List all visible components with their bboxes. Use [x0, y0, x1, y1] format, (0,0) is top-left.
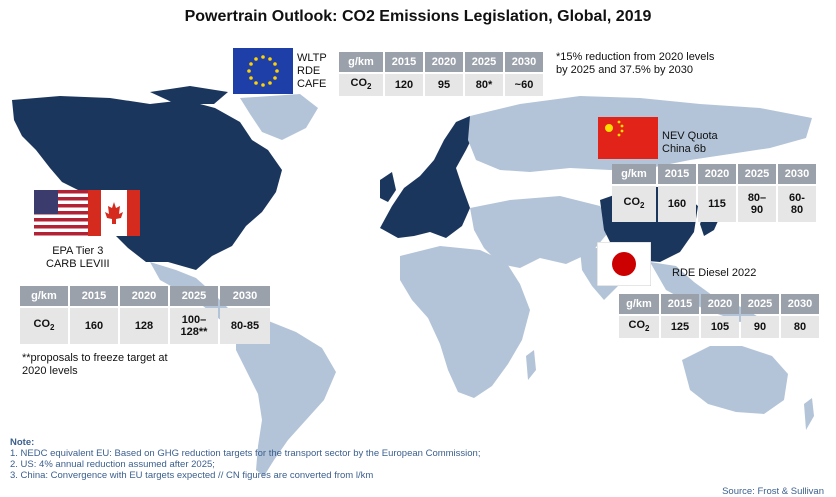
japan-value-2015: 125: [661, 316, 699, 338]
us-row-label: CO2: [20, 308, 68, 344]
japan-emissions-table: g/km 2015 2020 2025 2030 CO2 125 105 90 …: [617, 292, 821, 340]
greenland-fill: [240, 94, 318, 140]
japan-header-unit: g/km: [619, 294, 659, 314]
china-header-2030: 2030: [778, 164, 816, 184]
japan-header-2030: 2030: [781, 294, 819, 314]
eu-header-2025: 2025: [465, 52, 503, 72]
us-header-2020: 2020: [120, 286, 168, 306]
us-footnote-line2: 2020 levels: [22, 365, 78, 377]
us-header-2025: 2025: [170, 286, 218, 306]
eu-value-2015: 120: [385, 74, 423, 96]
japan-header-2020: 2020: [701, 294, 739, 314]
australia: [682, 346, 788, 414]
eu-value-2030: ~60: [505, 74, 543, 96]
china-row-label: CO2: [612, 186, 656, 222]
us-standard-1: EPA Tier 3: [52, 245, 104, 257]
canadian-islands: [150, 86, 228, 104]
china-flag-icon: [598, 117, 658, 159]
eu-footnote-line2: by 2025 and 37.5% by 2030: [556, 64, 694, 76]
japan-flag-icon: [597, 242, 651, 286]
notes-heading: Note:: [10, 437, 35, 448]
japan-value-2020: 105: [701, 316, 739, 338]
china-header-unit: g/km: [612, 164, 656, 184]
chart-title: Powertrain Outlook: CO2 Emissions Legisl…: [184, 8, 652, 25]
eu-header-2020: 2020: [425, 52, 463, 72]
china-emissions-table: g/km 2015 2020 2025 2030 CO2 160 115 80–…: [610, 162, 818, 224]
new-zealand: [804, 398, 814, 430]
eu-standard-3: CAFE: [297, 78, 327, 90]
note-item: 3. China: Convergence with EU targets ex…: [10, 470, 374, 481]
middle-east: [470, 196, 612, 268]
japan-value-2025: 90: [741, 316, 779, 338]
eu-standard-1: WLTP: [297, 52, 327, 64]
note-item: 1. NEDC equivalent EU: Based on GHG redu…: [10, 448, 481, 459]
source-credit: Source: Frost & Sullivan: [722, 486, 824, 497]
eu-footnote: *15% reduction from 2020 levels by 2025 …: [556, 51, 714, 77]
china-header-2020: 2020: [698, 164, 736, 184]
us-footnote-line1: **proposals to freeze target at: [22, 352, 168, 364]
japan-row-label: CO2: [619, 316, 659, 338]
japan-standard: RDE Diesel 2022: [672, 267, 757, 279]
japan-header-2025: 2025: [741, 294, 779, 314]
north-america-region: [12, 96, 282, 270]
eu-flag-icon: [233, 48, 293, 94]
china-value-2020: 115: [698, 186, 736, 222]
china-header-2025: 2025: [738, 164, 776, 184]
eu-header-2015: 2015: [385, 52, 423, 72]
eu-standard-2: RDE: [297, 65, 321, 77]
us-value-2020: 128: [120, 308, 168, 344]
europe-region: [380, 116, 476, 238]
us-value-2030: 80-85: [220, 308, 270, 344]
china-standard-1: NEV Quota: [662, 130, 718, 142]
eu-emissions-table: g/km 2015 2020 2025 2030 CO2 120 95 80* …: [337, 50, 545, 98]
us-header-unit: g/km: [20, 286, 68, 306]
eu-row-label: CO2: [339, 74, 383, 96]
us-value-2025: 100– 128**: [170, 308, 218, 344]
eu-footnote-line1: *15% reduction from 2020 levels: [556, 51, 715, 63]
eu-value-2025: 80*: [465, 74, 503, 96]
us-header-2030: 2030: [220, 286, 270, 306]
eu-header-unit: g/km: [339, 52, 383, 72]
us-emissions-table: g/km 2015 2020 2025 2030 CO2 160 128 100…: [18, 284, 272, 346]
canada-flag-icon: [88, 190, 140, 236]
us-value-2015: 160: [70, 308, 118, 344]
us-header-2015: 2015: [70, 286, 118, 306]
us-footnote: **proposals to freeze target at 2020 lev…: [22, 352, 168, 378]
japan-value-2030: 80: [781, 316, 819, 338]
china-value-2030: 60- 80: [778, 186, 816, 222]
eu-standards: WLTP RDE CAFE: [297, 52, 327, 91]
china-header-2015: 2015: [658, 164, 696, 184]
south-america: [236, 320, 336, 476]
eu-value-2020: 95: [425, 74, 463, 96]
madagascar: [526, 350, 536, 380]
china-value-2025: 80– 90: [738, 186, 776, 222]
us-standard-2: CARB LEVIII: [46, 258, 110, 270]
africa: [400, 246, 530, 398]
notes: Note: 1. NEDC equivalent EU: Based on GH…: [10, 437, 480, 481]
us-standards: EPA Tier 3 CARB LEVIII: [46, 245, 110, 271]
note-item: 2. US: 4% annual reduction assumed after…: [10, 459, 215, 470]
china-standards: NEV Quota China 6b: [662, 130, 718, 156]
china-value-2015: 160: [658, 186, 696, 222]
us-flag-icon: [34, 190, 88, 236]
uk-region: [380, 172, 396, 202]
eu-header-2030: 2030: [505, 52, 543, 72]
japan-header-2015: 2015: [661, 294, 699, 314]
china-standard-2: China 6b: [662, 143, 707, 155]
